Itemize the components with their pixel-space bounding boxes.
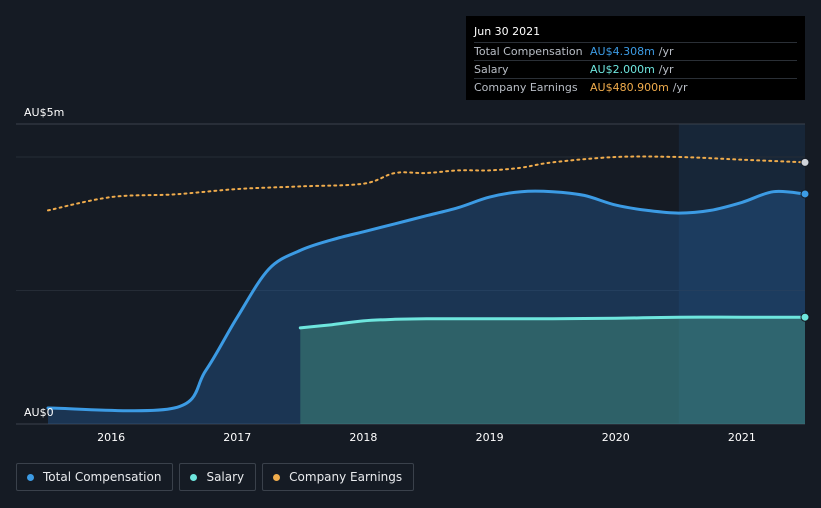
y-axis-labels: AU$5m AU$0: [24, 106, 64, 419]
x-tick-label: 2016: [97, 431, 125, 444]
tooltip-value: AU$480.900m: [590, 81, 669, 94]
area-total-compensation: [48, 191, 805, 424]
legend-dot-icon: [273, 473, 281, 481]
series-lines: [46, 155, 807, 413]
legend-label: Company Earnings: [289, 470, 403, 484]
x-tick-label: 2017: [223, 431, 251, 444]
x-tick-label: 2019: [476, 431, 504, 444]
legend-item-company-earnings[interactable]: Company Earnings: [262, 463, 415, 491]
series-areas: [48, 191, 805, 424]
x-tick-label: 2020: [602, 431, 630, 444]
area-salary: [300, 317, 805, 424]
compensation-chart: AU$5m AU$0 2016 2017 2018 2019 2020 2021: [16, 106, 810, 444]
legend-label: Salary: [206, 470, 245, 484]
tooltip-unit: /yr: [658, 45, 674, 58]
legend-label: Total Compensation: [43, 470, 162, 484]
tooltip-value: AU$2.000m: [590, 63, 655, 76]
tooltip: Jun 30 2021 Total Compensation AU$4.308m…: [466, 16, 805, 100]
legend-item-total-compensation[interactable]: Total Compensation: [16, 463, 174, 491]
legend-dot-icon: [190, 473, 198, 481]
legend-dot-icon: [27, 473, 34, 481]
tooltip-row-salary: Salary AU$2.000m /yr: [474, 60, 797, 78]
series-markers: [800, 157, 810, 322]
tooltip-unit: /yr: [658, 63, 674, 76]
y-tick-label: AU$0: [24, 406, 54, 419]
line-salary: [298, 315, 807, 330]
tooltip-unit: /yr: [672, 81, 688, 94]
x-axis-labels: 2016 2017 2018 2019 2020 2021: [97, 431, 756, 444]
marker-salary: [800, 312, 810, 322]
y-tick-label: AU$5m: [24, 106, 64, 119]
tooltip-date: Jun 30 2021: [474, 25, 541, 38]
x-tick-label: 2018: [349, 431, 377, 444]
x-tick-label: 2021: [728, 431, 756, 444]
tooltip-label: Company Earnings: [474, 81, 578, 94]
tooltip-row-company-earnings: Company Earnings AU$480.900m /yr: [474, 78, 797, 96]
tooltip-label: Salary: [474, 63, 509, 76]
highlight-region: [678, 124, 805, 424]
line-total-compensation: [46, 189, 807, 413]
legend: Total Compensation Salary Company Earnin…: [16, 463, 415, 491]
tooltip-row-total-compensation: Total Compensation AU$4.308m /yr: [474, 42, 797, 60]
tooltip-label: Total Compensation: [474, 45, 583, 58]
tooltip-value: AU$4.308m: [590, 45, 655, 58]
marker-total-compensation: [800, 189, 810, 199]
legend-item-salary[interactable]: Salary: [179, 463, 257, 491]
line-company-earnings: [47, 155, 806, 212]
marker-company-earnings: [800, 157, 810, 167]
gridlines: [16, 123, 805, 425]
